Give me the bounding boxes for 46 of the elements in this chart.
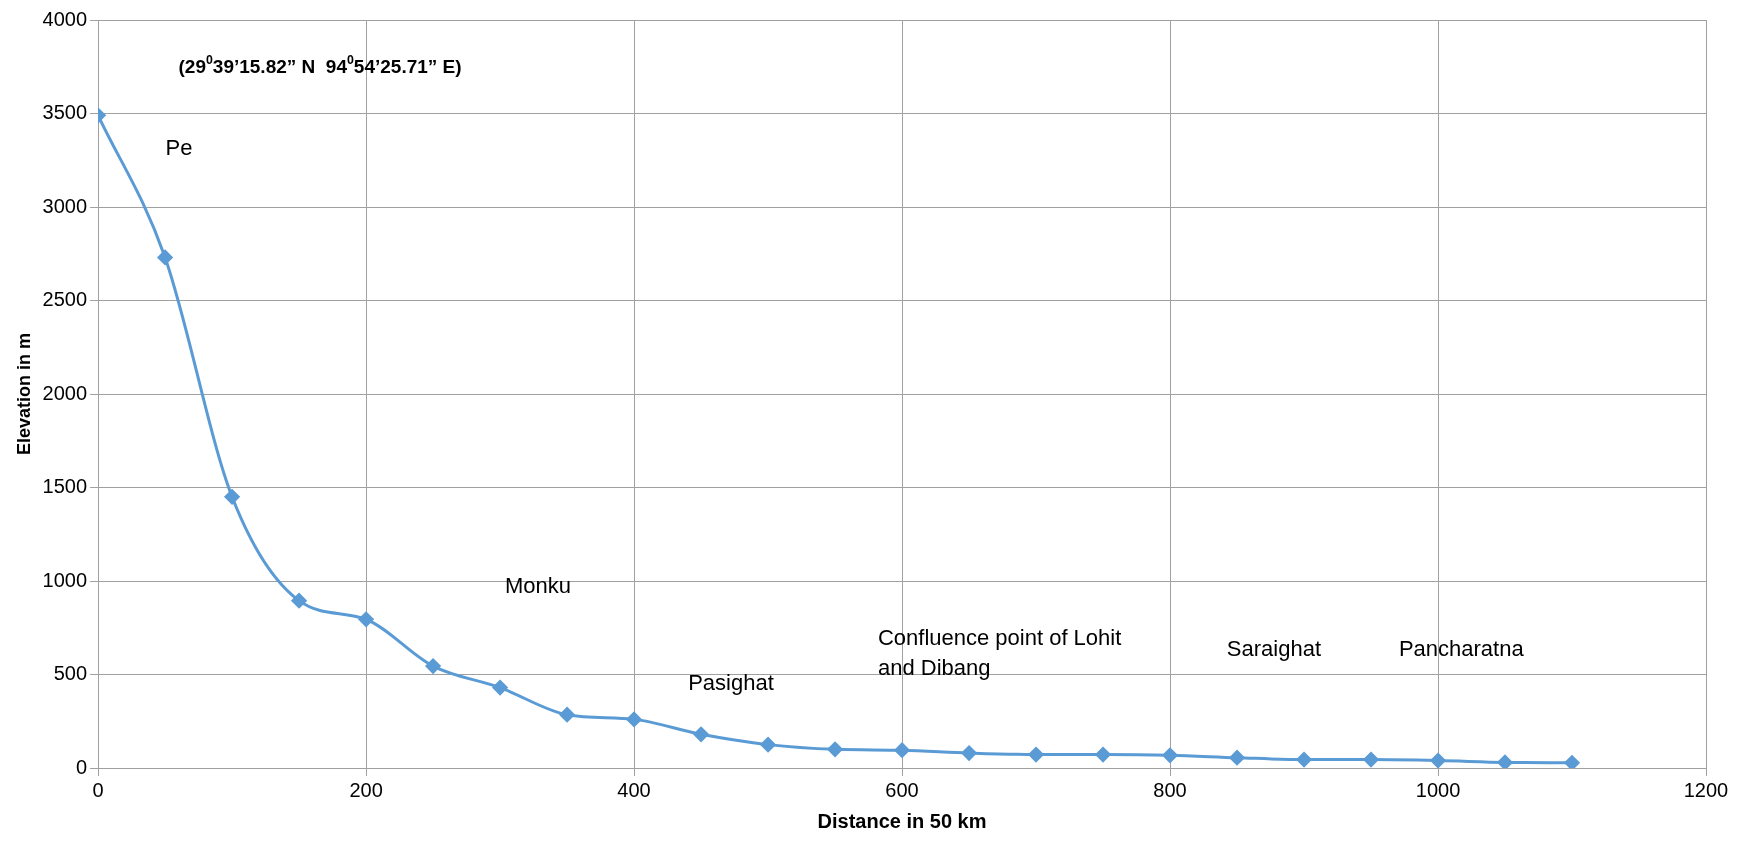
y-tick-label: 500 bbox=[53, 662, 88, 685]
point bbox=[1028, 747, 1044, 763]
y-axis-title: Elevation in m bbox=[13, 332, 34, 456]
x-tick-label: 200 bbox=[349, 778, 383, 801]
point bbox=[894, 742, 910, 758]
annotation: Pancharatna bbox=[1398, 635, 1525, 661]
point bbox=[961, 745, 977, 761]
point bbox=[1162, 747, 1178, 763]
point bbox=[1363, 752, 1379, 768]
point bbox=[291, 593, 307, 609]
annotation: Pe bbox=[165, 135, 193, 161]
x-tick-label: 400 bbox=[617, 778, 651, 801]
x-axis-title: Distance in 50 km bbox=[817, 809, 987, 832]
point bbox=[1229, 750, 1245, 766]
y-tick-label: 2500 bbox=[42, 288, 88, 311]
x-tick-label: 1000 bbox=[1415, 778, 1461, 801]
annotation: Saraighat bbox=[1226, 635, 1322, 661]
point bbox=[693, 726, 709, 742]
point bbox=[1296, 752, 1312, 768]
annotation: Confluence point of Lohit and Dibang bbox=[877, 625, 1122, 681]
y-tick-label: 3500 bbox=[42, 101, 88, 124]
y-tick-label: 0 bbox=[75, 755, 88, 778]
x-tick-label: 1200 bbox=[1683, 778, 1729, 801]
y-tick-label: 1000 bbox=[42, 568, 88, 591]
point bbox=[626, 711, 642, 727]
point bbox=[425, 658, 441, 674]
y-tick-label: 3000 bbox=[42, 194, 88, 217]
point bbox=[157, 249, 173, 265]
point bbox=[827, 741, 843, 757]
point bbox=[1430, 753, 1446, 768]
x-tick-label: 0 bbox=[92, 778, 104, 801]
x-tick-label: 800 bbox=[1153, 778, 1187, 801]
point bbox=[559, 707, 575, 723]
point bbox=[224, 489, 240, 505]
y-tick-label: 1500 bbox=[42, 475, 88, 498]
annotation: Monku bbox=[504, 572, 571, 598]
annotation: Pasighat bbox=[688, 669, 774, 695]
point bbox=[1095, 747, 1111, 763]
point bbox=[358, 611, 374, 627]
y-tick-label: 4000 bbox=[42, 7, 88, 30]
x-tick-label: 600 bbox=[885, 778, 919, 801]
point bbox=[492, 680, 508, 696]
point bbox=[1564, 755, 1580, 768]
point bbox=[1497, 754, 1513, 768]
y-tick-label: 2000 bbox=[42, 381, 88, 404]
point bbox=[760, 737, 776, 753]
